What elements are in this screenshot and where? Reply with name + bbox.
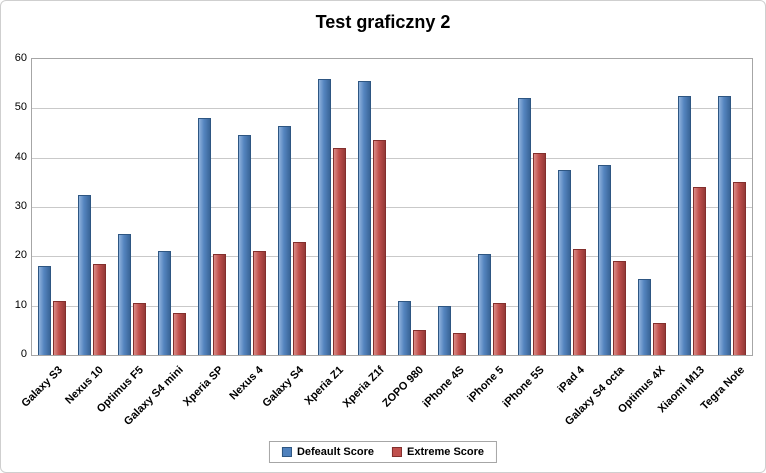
legend-swatch-defeault-score — [281, 447, 292, 457]
bar-group-ipad-4 — [552, 59, 592, 355]
bar-group-galaxy-s4-octa — [592, 59, 632, 355]
bar-extreme-score-xperia-z1 — [333, 147, 346, 355]
bar-extreme-score-iphone-5 — [493, 303, 506, 355]
bar-group-iphone-5 — [472, 59, 512, 355]
y-tick-label: 10 — [14, 298, 27, 311]
legend-swatch-extreme-score — [391, 447, 402, 457]
bar-defeault-score-galaxy-s4 — [278, 125, 291, 355]
legend-item-defeault-score: Defeault Score — [281, 446, 374, 458]
bar-extreme-score-optimus-f5 — [133, 303, 146, 355]
bar-defeault-score-iphone-5s — [518, 98, 531, 355]
bar-group-xiaomi-m13 — [672, 59, 712, 355]
x-tick-label-nexus-4: Nexus 4 — [227, 364, 267, 403]
bar-defeault-score-xperia-z1f — [358, 81, 371, 355]
gridline — [32, 108, 752, 110]
bar-extreme-score-iphone-5s — [533, 152, 546, 355]
y-tick-label: 30 — [14, 200, 27, 212]
bar-extreme-score-galaxy-s4-octa — [613, 261, 626, 355]
x-tick-label-iphone-5: iPhone 5 — [465, 364, 507, 405]
legend-item-extreme-score: Extreme Score — [391, 446, 485, 458]
legend-label-defeault-score: Defeault Score — [296, 446, 374, 458]
bar-extreme-score-iphone-4s — [453, 332, 466, 355]
bar-group-xperia-sp — [192, 59, 232, 355]
bar-defeault-score-optimus-4x — [638, 278, 651, 355]
bar-extreme-score-xperia-sp — [213, 253, 226, 355]
y-axis: 0 10 20 30 40 50 60 — [1, 1, 27, 472]
y-tick-label: 60 — [14, 52, 27, 64]
legend: Defeault Score Extreme Score — [268, 441, 498, 463]
y-tick-label: 50 — [14, 101, 27, 114]
bar-defeault-score-xiaomi-m13 — [678, 96, 691, 355]
bar-group-iphone-5s — [512, 59, 552, 355]
bar-extreme-score-galaxy-s4 — [293, 241, 306, 355]
gridline — [32, 305, 752, 307]
x-tick-label-xperia-z1f: Xperia Z1f — [340, 364, 387, 411]
chart-title: Test graficzny 2 — [315, 12, 451, 32]
bar-defeault-score-optimus-f5 — [118, 234, 131, 355]
bar-group-galaxy-s3 — [32, 59, 72, 355]
bar-extreme-score-nexus-4 — [253, 251, 266, 355]
bar-extreme-score-galaxy-s3 — [53, 300, 66, 355]
bar-group-optimus-4x — [632, 59, 672, 355]
bar-extreme-score-optimus-4x — [653, 322, 666, 355]
bar-extreme-score-zopo-980 — [413, 330, 426, 355]
x-tick-label-zopo-980: ZOPO 980 — [380, 364, 427, 410]
bar-group-iphone-4s — [432, 59, 472, 355]
x-tick-label-ipad-4: iPad 4 — [555, 364, 587, 396]
bar-defeault-score-nexus-10 — [78, 194, 91, 355]
bar-group-nexus-4 — [232, 59, 272, 355]
gridline — [32, 256, 752, 258]
x-axis: Galaxy S3 Nexus 10 Optimus F5 Galaxy S4 min… — [20, 358, 753, 438]
bar-group-optimus-f5 — [112, 59, 152, 355]
bar-defeault-score-iphone-5 — [478, 253, 491, 355]
bar-defeault-score-zopo-980 — [398, 300, 411, 355]
plot-area — [31, 58, 753, 356]
bar-extreme-score-xperia-z1f — [373, 140, 386, 355]
bar-defeault-score-galaxy-s3 — [38, 266, 51, 355]
bar-extreme-score-tegra-note — [733, 182, 746, 355]
bar-extreme-score-ipad-4 — [573, 248, 586, 355]
bar-group-tegra-note — [712, 59, 752, 355]
bar-group-galaxy-s4-mini — [152, 59, 192, 355]
bar-defeault-score-iphone-4s — [438, 305, 451, 355]
x-tick-label-iphone-5s: iPhone 5S — [500, 364, 547, 411]
bar-defeault-score-xperia-sp — [198, 118, 211, 355]
y-tick-label: 0 — [20, 348, 27, 360]
bar-defeault-score-galaxy-s4-octa — [598, 165, 611, 355]
bar-series — [32, 59, 752, 355]
bar-group-xperia-z1 — [312, 59, 352, 355]
bar-defeault-score-ipad-4 — [558, 170, 571, 355]
y-tick-label: 20 — [14, 249, 27, 262]
legend-label-extreme-score: Extreme Score — [406, 446, 485, 458]
bar-group-galaxy-s4 — [272, 59, 312, 355]
bar-group-zopo-980 — [392, 59, 432, 355]
bar-group-xperia-z1f — [352, 59, 392, 355]
x-tick-label-nexus-10: Nexus 10 — [63, 364, 106, 407]
bar-defeault-score-tegra-note — [718, 96, 731, 355]
bar-defeault-score-nexus-4 — [238, 135, 251, 355]
x-tick-label-iphone-4s: iPhone 4S — [420, 364, 467, 411]
bar-extreme-score-xiaomi-m13 — [693, 187, 706, 355]
y-tick-label: 40 — [14, 150, 27, 163]
gridline — [32, 157, 752, 159]
bar-extreme-score-galaxy-s4-mini — [173, 313, 186, 355]
x-tick-label-xperia-sp: Xperia SP — [181, 364, 226, 409]
x-tick-label-galaxy-s4: Galaxy S4 — [260, 364, 307, 410]
gridline — [32, 207, 752, 208]
bar-group-nexus-10 — [72, 59, 112, 355]
bar-extreme-score-nexus-10 — [93, 263, 106, 355]
bar-defeault-score-galaxy-s4-mini — [158, 251, 171, 355]
bar-defeault-score-xperia-z1 — [318, 78, 331, 355]
